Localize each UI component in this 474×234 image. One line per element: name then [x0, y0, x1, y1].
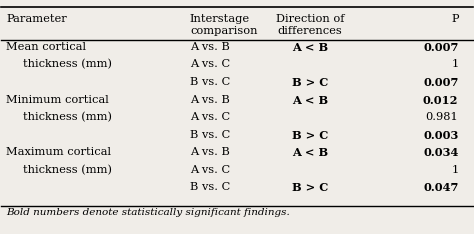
Text: A vs. C: A vs. C [190, 112, 230, 122]
Text: B vs. C: B vs. C [190, 77, 230, 87]
Text: B > C: B > C [292, 183, 328, 194]
Text: Minimum cortical: Minimum cortical [6, 95, 109, 105]
Text: 0.003: 0.003 [423, 130, 458, 141]
Text: A vs. B: A vs. B [190, 42, 230, 52]
Text: A vs. B: A vs. B [190, 95, 230, 105]
Text: Direction of
differences: Direction of differences [276, 14, 344, 36]
Text: Parameter: Parameter [6, 14, 67, 24]
Text: thickness (mm): thickness (mm) [23, 165, 111, 175]
Text: P: P [451, 14, 458, 24]
Text: 0.034: 0.034 [423, 147, 458, 158]
Text: 0.047: 0.047 [423, 183, 458, 194]
Text: 0.007: 0.007 [423, 77, 458, 88]
Text: A < B: A < B [292, 42, 328, 53]
Text: Mean cortical: Mean cortical [6, 42, 86, 52]
Text: thickness (mm): thickness (mm) [23, 59, 111, 70]
Text: B > C: B > C [292, 77, 328, 88]
Text: 0.981: 0.981 [426, 112, 458, 122]
Text: Bold numbers denote statistically significant findings.: Bold numbers denote statistically signif… [6, 208, 290, 217]
Text: Maximum cortical: Maximum cortical [6, 147, 111, 157]
Text: 1: 1 [451, 165, 458, 175]
Text: 1: 1 [451, 59, 458, 69]
Text: A vs. C: A vs. C [190, 59, 230, 69]
Text: Interstage
comparison: Interstage comparison [190, 14, 257, 36]
Text: A < B: A < B [292, 95, 328, 106]
Text: B vs. C: B vs. C [190, 130, 230, 140]
Text: A < B: A < B [292, 147, 328, 158]
Text: thickness (mm): thickness (mm) [23, 112, 111, 122]
Text: B vs. C: B vs. C [190, 183, 230, 192]
Text: A vs. B: A vs. B [190, 147, 230, 157]
Text: B > C: B > C [292, 130, 328, 141]
Text: A vs. C: A vs. C [190, 165, 230, 175]
Text: 0.007: 0.007 [423, 42, 458, 53]
Text: 0.012: 0.012 [423, 95, 458, 106]
